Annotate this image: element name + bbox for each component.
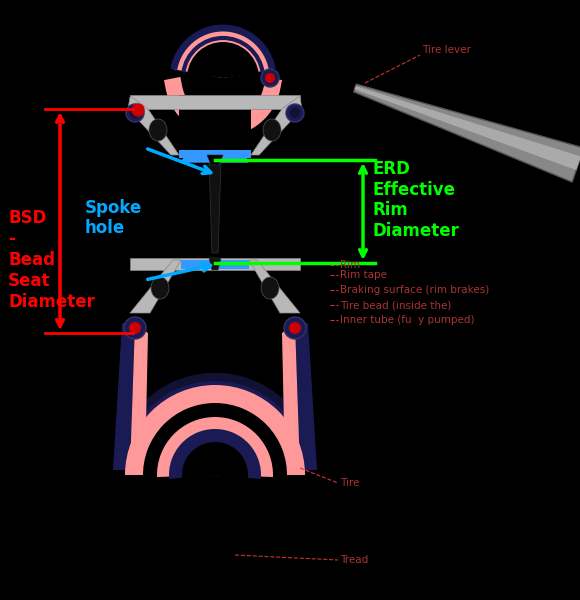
Polygon shape <box>295 323 317 470</box>
Polygon shape <box>209 163 221 253</box>
Circle shape <box>129 322 141 334</box>
Polygon shape <box>207 155 223 165</box>
Ellipse shape <box>149 119 167 141</box>
Ellipse shape <box>151 277 169 299</box>
Polygon shape <box>130 260 181 313</box>
Polygon shape <box>182 152 248 162</box>
Wedge shape <box>157 417 273 477</box>
Circle shape <box>261 69 279 87</box>
Wedge shape <box>137 373 293 415</box>
Text: BSD
-
Bead
Seat
Diameter: BSD - Bead Seat Diameter <box>8 209 95 311</box>
Polygon shape <box>282 323 300 470</box>
Circle shape <box>130 108 140 118</box>
Polygon shape <box>354 86 580 170</box>
Text: Tread: Tread <box>340 555 368 565</box>
Polygon shape <box>251 97 302 155</box>
Circle shape <box>124 317 146 339</box>
Ellipse shape <box>261 277 279 299</box>
Text: Rim tape: Rim tape <box>340 270 387 280</box>
Text: Tire bead (inside the): Tire bead (inside the) <box>340 300 451 310</box>
Circle shape <box>265 73 275 83</box>
Text: Braking surface (rim brakes): Braking surface (rim brakes) <box>340 285 490 295</box>
Circle shape <box>126 104 144 122</box>
Text: Rim: Rim <box>340 260 360 270</box>
Text: Inner tube (fu  y pumped): Inner tube (fu y pumped) <box>340 315 474 325</box>
Wedge shape <box>143 403 287 478</box>
Bar <box>181 258 249 313</box>
Text: Spoke
hole: Spoke hole <box>85 199 142 238</box>
Bar <box>179 150 251 158</box>
Wedge shape <box>174 28 272 78</box>
Polygon shape <box>354 84 580 182</box>
Polygon shape <box>249 260 300 313</box>
Bar <box>130 95 300 109</box>
Circle shape <box>132 104 144 116</box>
Wedge shape <box>182 442 248 481</box>
Circle shape <box>289 322 301 334</box>
Ellipse shape <box>263 119 281 141</box>
Wedge shape <box>169 429 261 479</box>
Circle shape <box>284 317 306 339</box>
Bar <box>181 260 249 269</box>
Wedge shape <box>113 440 215 510</box>
Polygon shape <box>128 97 179 155</box>
Text: Tire: Tire <box>340 478 360 488</box>
Wedge shape <box>113 373 317 475</box>
Text: Tire lever: Tire lever <box>422 45 471 55</box>
Bar <box>179 95 251 165</box>
Wedge shape <box>187 42 259 78</box>
Polygon shape <box>209 258 221 270</box>
Text: ERD
Effective
Rim
Diameter: ERD Effective Rim Diameter <box>373 160 460 240</box>
Bar <box>110 470 320 520</box>
Circle shape <box>286 104 304 122</box>
Wedge shape <box>125 385 305 475</box>
Polygon shape <box>130 323 148 470</box>
Bar <box>130 258 300 270</box>
Circle shape <box>290 108 300 118</box>
Polygon shape <box>113 323 135 470</box>
